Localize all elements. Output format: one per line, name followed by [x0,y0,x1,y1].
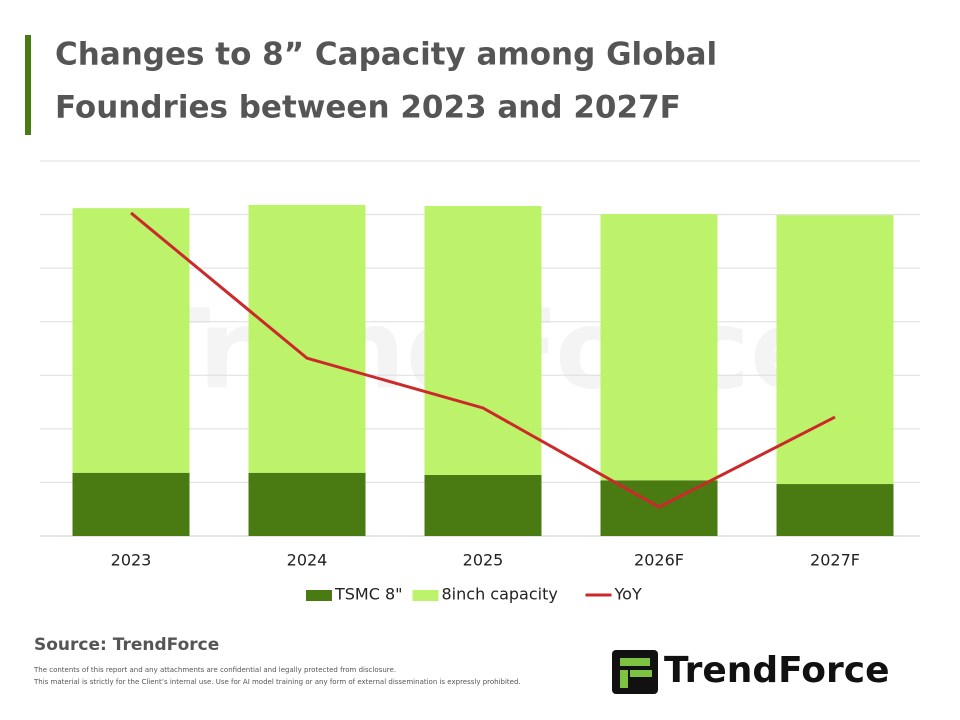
title-accent [25,35,31,135]
disclaimer: This material is strictly for the Client… [33,678,521,686]
bar-segment [72,208,190,473]
bar-segment [424,474,542,536]
bar-segment [248,472,366,536]
x-tick-label: 2025 [463,551,504,570]
logo: TrendForce [664,650,890,691]
bar-segment [424,206,542,475]
legend-label: 8inch capacity [442,585,558,604]
x-tick-label: 2023 [111,551,152,570]
x-tick-label: 2027F [810,551,860,570]
bar-segment [776,215,894,485]
bar-segment [248,204,366,473]
x-tick-label: 2024 [287,551,328,570]
legend-label: TSMC 8" [334,585,403,604]
legend-swatch [306,590,332,601]
legend-swatch [412,590,439,601]
line [130,211,836,509]
chart-title: Foundries between 2023 and 2027F [55,90,681,126]
bar-segment [72,472,190,536]
bar-segment [776,484,894,536]
chart-title: Changes to 8” Capacity among Global [55,37,717,73]
bar-segment [600,214,718,481]
legend-label: YoY [614,585,642,604]
x-tick-label: 2026F [634,551,684,570]
disclaimer: The contents of this report and any atta… [33,666,396,674]
logo-icon [612,650,658,694]
source: Source: TrendForce [34,635,219,655]
